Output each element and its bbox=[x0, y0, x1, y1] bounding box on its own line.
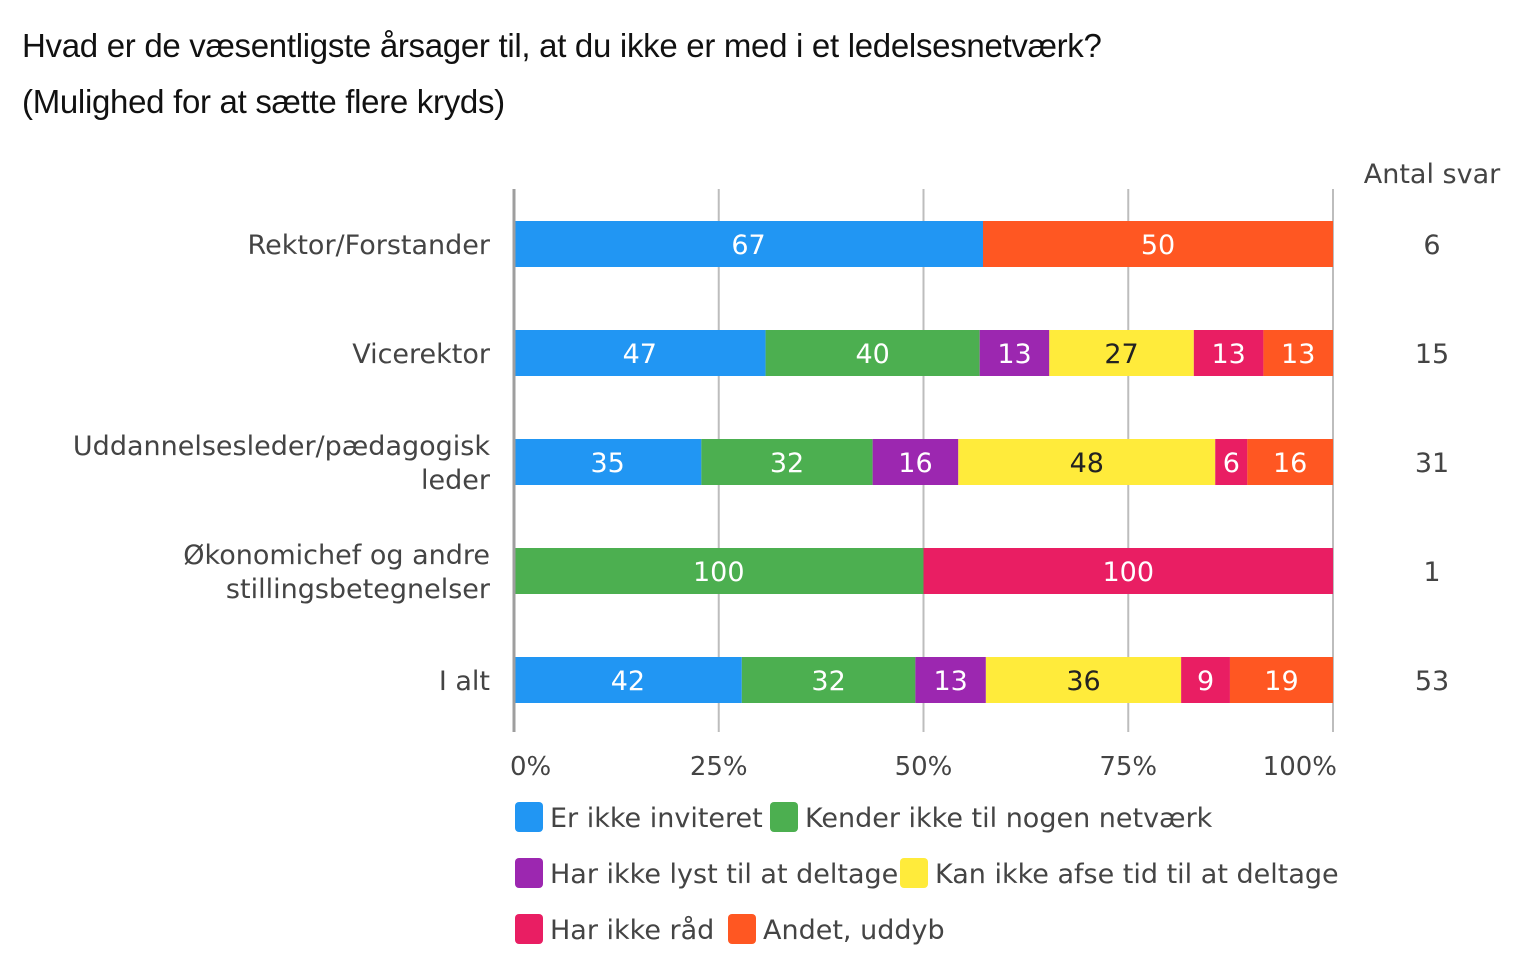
bar-segment bbox=[872, 439, 959, 485]
bar-segment bbox=[1229, 657, 1333, 703]
bar-segment bbox=[514, 330, 766, 376]
category-label-line: I alt bbox=[439, 666, 490, 697]
category-label: Rektor/Forstander bbox=[248, 230, 491, 261]
x-tick-label: 0% bbox=[510, 752, 551, 782]
bar-segment bbox=[1215, 439, 1248, 485]
bar-value-label: 32 bbox=[770, 448, 804, 479]
category-labels: Rektor/Forstander Vicerektor Uddannelsesle… bbox=[73, 230, 491, 697]
chart-title: Hvad er de væsentligste årsager til, at … bbox=[22, 27, 1102, 64]
bar-value-label: 42 bbox=[611, 666, 645, 697]
legend-label: Kender ikke til nogen netværk bbox=[805, 803, 1213, 834]
bar-segment bbox=[514, 221, 983, 267]
bar-value-label: 36 bbox=[1066, 666, 1100, 697]
bar-segment bbox=[979, 330, 1050, 376]
category-label: I alt bbox=[439, 666, 490, 697]
bar-value-label: 13 bbox=[1211, 339, 1245, 370]
legend-swatch bbox=[770, 802, 798, 832]
bar-value-label: 40 bbox=[855, 339, 889, 370]
category-label: Vicerektor bbox=[352, 339, 491, 370]
legend-swatch bbox=[728, 914, 756, 944]
category-label: Uddannelsesleder/pædagogisk leder bbox=[73, 431, 491, 496]
response-counts: Antal svar 6 15 31 1 53 bbox=[1364, 159, 1501, 697]
bar-segment bbox=[741, 657, 916, 703]
count-header: Antal svar bbox=[1364, 159, 1501, 190]
bar-value-label: 6 bbox=[1223, 448, 1240, 479]
bar-segment bbox=[765, 330, 980, 376]
bar-value-label: 13 bbox=[997, 339, 1031, 370]
x-tick-label: 25% bbox=[690, 752, 748, 782]
chart-subtitle: (Mulighed for at sætte flere kryds) bbox=[22, 83, 505, 120]
legend-item: Kender ikke til nogen netværk bbox=[770, 802, 1213, 834]
legend-label: Andet, uddyb bbox=[763, 915, 945, 946]
bar-segment bbox=[1193, 330, 1264, 376]
legend-item: Har ikke lyst til at deltage bbox=[515, 858, 898, 890]
bar-value-label: 67 bbox=[731, 230, 765, 261]
legend-swatch bbox=[515, 802, 543, 832]
response-count: 6 bbox=[1423, 230, 1440, 261]
category-label: Økonomichef og andre stillingsbetegnelser bbox=[183, 540, 491, 605]
legend: Er ikke inviteret Kender ikke til nogen n… bbox=[515, 802, 1339, 946]
legend-label: Har ikke råd bbox=[550, 915, 714, 946]
response-count: 15 bbox=[1415, 339, 1449, 370]
legend-swatch bbox=[900, 858, 928, 888]
response-count: 1 bbox=[1423, 557, 1440, 588]
legend-item: Er ikke inviteret bbox=[515, 802, 763, 834]
legend-swatch bbox=[515, 914, 543, 944]
x-tick-label: 100% bbox=[1263, 752, 1337, 782]
bar-segment bbox=[985, 657, 1182, 703]
bar-segment bbox=[958, 439, 1216, 485]
bar-value-label: 19 bbox=[1264, 666, 1298, 697]
x-tick-label: 50% bbox=[895, 752, 953, 782]
x-tick-labels: 0% 25% 50% 75% 100% bbox=[510, 752, 1337, 782]
bar-segment bbox=[514, 657, 742, 703]
bar-segment bbox=[915, 657, 986, 703]
bar-value-label: 27 bbox=[1104, 339, 1138, 370]
bar-segment bbox=[514, 548, 924, 594]
bar-value-label: 50 bbox=[1141, 230, 1175, 261]
bar-value-label: 16 bbox=[1273, 448, 1307, 479]
bar-value-label: 48 bbox=[1070, 448, 1104, 479]
bar-segment bbox=[1049, 330, 1194, 376]
bar-segment bbox=[1263, 330, 1333, 376]
bar-value-label: 9 bbox=[1197, 666, 1214, 697]
legend-swatch bbox=[515, 858, 543, 888]
bar-segment bbox=[923, 548, 1333, 594]
bars: 67 50 47 40 13 27 13 13 35 32 16 48 6 16 100 100 42 32 13 3… bbox=[514, 221, 1333, 703]
bar-value-label: 100 bbox=[693, 557, 745, 588]
response-count: 53 bbox=[1415, 666, 1449, 697]
x-tick-label: 75% bbox=[1099, 752, 1157, 782]
bar-segment bbox=[983, 221, 1333, 267]
category-label-line: leder bbox=[421, 465, 491, 496]
legend-item: Kan ikke afse tid til at deltage bbox=[900, 858, 1339, 890]
bar-segment bbox=[1247, 439, 1333, 485]
bar-value-label: 13 bbox=[933, 666, 967, 697]
category-label-line: Rektor/Forstander bbox=[248, 230, 491, 261]
bar-value-label: 100 bbox=[1102, 557, 1154, 588]
bar-value-label: 32 bbox=[811, 666, 845, 697]
response-count: 31 bbox=[1415, 448, 1449, 479]
legend-item: Andet, uddyb bbox=[728, 914, 945, 946]
category-label-line: Vicerektor bbox=[352, 339, 491, 370]
chart-title-block: Hvad er de væsentligste årsager til, at … bbox=[22, 18, 1102, 130]
bar-value-label: 13 bbox=[1281, 339, 1315, 370]
category-label-line: stillingsbetegnelser bbox=[226, 574, 491, 605]
bar-segment bbox=[701, 439, 873, 485]
category-label-line: Økonomichef og andre bbox=[183, 540, 490, 571]
legend-label: Kan ikke afse tid til at deltage bbox=[935, 859, 1339, 890]
legend-label: Har ikke lyst til at deltage bbox=[550, 859, 898, 890]
bar-segment bbox=[514, 439, 702, 485]
bar-value-label: 16 bbox=[898, 448, 932, 479]
bar-value-label: 35 bbox=[590, 448, 624, 479]
bar-segment bbox=[1181, 657, 1230, 703]
category-label-line: Uddannelsesleder/pædagogisk bbox=[73, 431, 490, 462]
legend-label: Er ikke inviteret bbox=[550, 803, 763, 834]
legend-item: Har ikke råd bbox=[515, 914, 714, 946]
bar-value-label: 47 bbox=[623, 339, 657, 370]
